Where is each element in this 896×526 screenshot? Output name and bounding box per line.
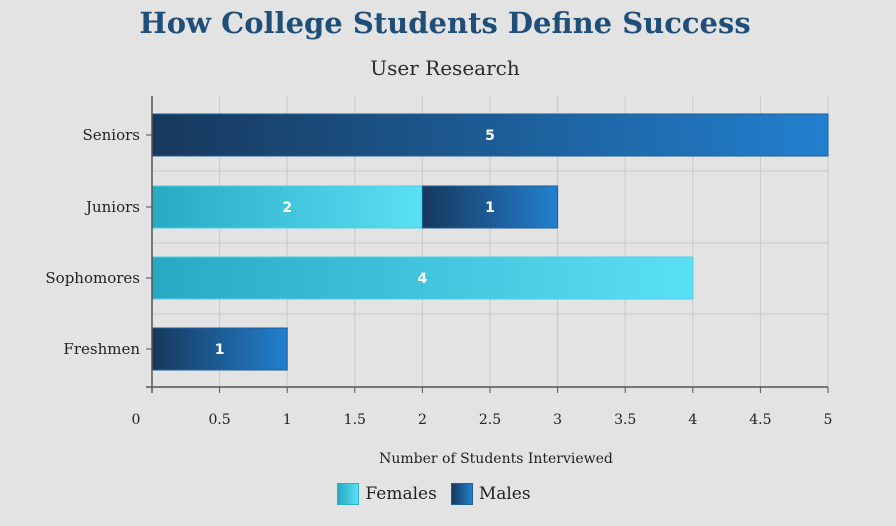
legend-label-males: Males bbox=[478, 484, 531, 504]
chart-subtitle: User Research bbox=[370, 56, 520, 80]
data-label: 1 bbox=[485, 200, 495, 216]
x-tick-label: 5 bbox=[824, 412, 833, 428]
x-axis-label: Number of Students Interviewed bbox=[379, 451, 613, 467]
legend-label-females: Females bbox=[365, 484, 437, 504]
data-label: 5 bbox=[485, 128, 495, 144]
data-label: 4 bbox=[418, 271, 428, 287]
category-label: Seniors bbox=[82, 126, 140, 144]
bar-females-juniors bbox=[151, 185, 423, 229]
data-label: 2 bbox=[282, 200, 292, 216]
x-tick-label: 1.5 bbox=[344, 412, 366, 428]
legend-item-females: Females bbox=[337, 483, 437, 505]
x-tick-label: 0.5 bbox=[208, 412, 230, 428]
chart-title: How College Students Define Success bbox=[139, 6, 751, 40]
x-tick-label: 4 bbox=[688, 412, 697, 428]
legend-item-males: Males bbox=[450, 483, 531, 505]
x-tick-label: 3 bbox=[553, 412, 562, 428]
bar-males-juniors bbox=[421, 185, 559, 229]
x-tick-label: 2 bbox=[418, 412, 427, 428]
x-tick-label: 4.5 bbox=[749, 412, 771, 428]
legend: Females Males bbox=[0, 483, 868, 505]
x-tick-label: 2.5 bbox=[479, 412, 501, 428]
legend-swatch-males bbox=[450, 483, 473, 505]
x-tick-label: 3.5 bbox=[614, 412, 636, 428]
legend-swatch-females bbox=[337, 483, 360, 505]
category-label: Freshmen bbox=[63, 340, 140, 358]
bar-females-sophomores bbox=[151, 256, 694, 300]
x-tick-label: 1 bbox=[283, 412, 292, 428]
category-label: Juniors bbox=[84, 198, 140, 216]
data-label: 1 bbox=[215, 342, 225, 358]
bar-males-seniors bbox=[151, 113, 829, 157]
bar-males-freshmen bbox=[151, 327, 288, 371]
category-label: Sophomores bbox=[45, 269, 140, 287]
x-tick-label: 0 bbox=[132, 412, 141, 428]
